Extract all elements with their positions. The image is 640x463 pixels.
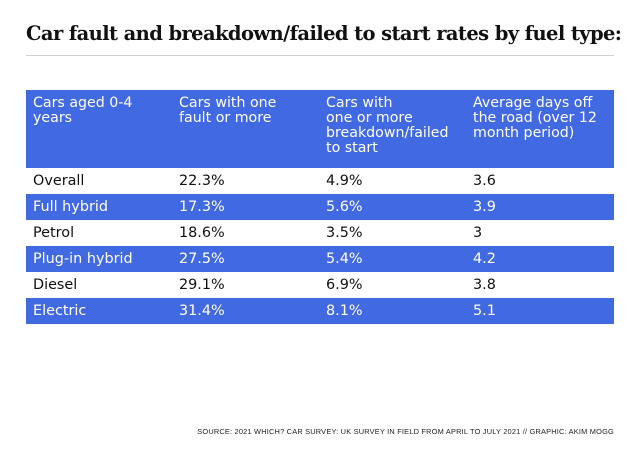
column-header-breakdown: Cars with one or more breakdown/failed t… xyxy=(326,95,449,156)
breakdown-rate-cell: 3.5% xyxy=(326,225,363,241)
fuel-type-cell: Diesel xyxy=(33,277,78,293)
fuel-type-cell: Electric xyxy=(33,303,87,319)
days-off-cell: 3.8 xyxy=(473,277,496,293)
days-off-cell: 4.2 xyxy=(473,251,496,267)
title-divider xyxy=(26,55,614,56)
column-header-days-off: Average days off the road (over 12 month… xyxy=(473,95,597,141)
days-off-cell: 3 xyxy=(473,225,483,241)
fuel-type-cell: Petrol xyxy=(33,225,75,241)
fuel-type-cell: Plug-in hybrid xyxy=(33,251,133,267)
source-note: SOURCE: 2021 WHICH? CAR SURVEY: UK SURVE… xyxy=(197,427,614,436)
fuel-type-cell: Overall xyxy=(33,173,85,189)
fault-rate-cell: 29.1% xyxy=(179,277,225,293)
table-header-row: Cars aged 0-4 years Cars with one fault … xyxy=(26,90,614,168)
fault-rate-cell: 17.3% xyxy=(179,199,225,215)
column-header-fault: Cars with one fault or more xyxy=(179,95,277,126)
table-row: Electric 31.4% 8.1% 5.1 xyxy=(26,298,614,324)
breakdown-rate-cell: 6.9% xyxy=(326,277,363,293)
fault-rate-cell: 22.3% xyxy=(179,173,225,189)
days-off-cell: 5.1 xyxy=(473,303,496,319)
days-off-cell: 3.9 xyxy=(473,199,496,215)
fault-rate-cell: 31.4% xyxy=(179,303,225,319)
breakdown-rate-cell: 5.4% xyxy=(326,251,363,267)
table-row: Full hybrid 17.3% 5.6% 3.9 xyxy=(26,194,614,220)
breakdown-rate-cell: 4.9% xyxy=(326,173,363,189)
chart-title: Car fault and breakdown/failed to start … xyxy=(26,22,622,45)
table-row: Petrol 18.6% 3.5% 3 xyxy=(26,220,614,246)
table-row: Plug-in hybrid 27.5% 5.4% 4.2 xyxy=(26,246,614,272)
fault-rate-cell: 18.6% xyxy=(179,225,225,241)
days-off-cell: 3.6 xyxy=(473,173,496,189)
fault-rate-cell: 27.5% xyxy=(179,251,225,267)
fuel-type-cell: Full hybrid xyxy=(33,199,109,215)
column-header-age: Cars aged 0-4 years xyxy=(33,95,133,126)
data-table: Cars aged 0-4 years Cars with one fault … xyxy=(26,90,614,324)
breakdown-rate-cell: 8.1% xyxy=(326,303,363,319)
table-row: Diesel 29.1% 6.9% 3.8 xyxy=(26,272,614,298)
breakdown-rate-cell: 5.6% xyxy=(326,199,363,215)
table-row: Overall 22.3% 4.9% 3.6 xyxy=(26,168,614,194)
